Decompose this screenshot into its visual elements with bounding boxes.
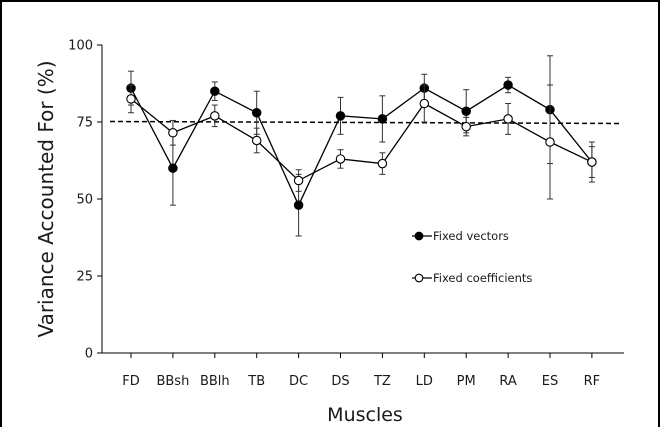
legend-item: Fixed coefficients: [412, 271, 532, 285]
data-point: [168, 163, 178, 173]
series-line: [130, 98, 593, 182]
data-point: [293, 175, 304, 186]
legend-marker: [414, 231, 424, 241]
y-tick-label: 50: [76, 193, 93, 208]
data-point: [168, 128, 178, 138]
data-point: [587, 157, 597, 167]
y-tick-label: 0: [85, 347, 93, 362]
x-tick-label: RF: [584, 374, 601, 389]
data-point: [419, 98, 430, 109]
data-point: [461, 121, 471, 132]
data-point: [126, 94, 136, 104]
x-tick-label: TZ: [373, 374, 391, 389]
series-fixed-coefficients: [126, 84, 597, 200]
legend-label: Fixed coefficients: [433, 271, 532, 285]
reference-line: [109, 120, 623, 125]
x-tick-label: BBlh: [200, 374, 230, 389]
x-tick-label: LD: [416, 374, 433, 389]
x-tick-label: ES: [542, 374, 558, 389]
x-tick-label: DC: [289, 374, 308, 389]
data-point: [461, 106, 471, 116]
data-point: [335, 154, 346, 164]
legend-item: Fixed vectors: [412, 229, 509, 243]
series-group: [126, 55, 597, 237]
data-point: [503, 80, 513, 90]
x-tick-label: PM: [457, 374, 476, 389]
x-tick-label: TB: [247, 374, 265, 389]
reference-line-group: [109, 120, 623, 125]
data-point: [545, 137, 555, 147]
data-point: [293, 200, 304, 210]
data-point: [377, 158, 388, 169]
data-point: [251, 135, 262, 146]
legend: Fixed vectors Fixed coefficients: [412, 229, 532, 285]
x-tick-label: BBsh: [156, 374, 189, 389]
y-tick-label: 25: [76, 270, 93, 285]
data-point: [251, 108, 262, 118]
data-point: [335, 111, 346, 121]
x-tick-label: RA: [499, 374, 517, 389]
series-line: [130, 84, 593, 207]
data-point: [210, 111, 220, 121]
y-axis-label: Variance Accounted For (%): [34, 60, 58, 337]
x-tick-label: FD: [122, 374, 140, 389]
x-axis-label: Muscles: [327, 404, 403, 426]
y-tick-label: 100: [68, 39, 93, 54]
y-tick-label: 75: [76, 116, 93, 131]
data-point: [377, 114, 388, 124]
legend-marker: [414, 273, 424, 283]
data-point: [503, 114, 513, 124]
legend-label: Fixed vectors: [433, 229, 509, 243]
chart-axes: 0 25 50 75 100 FD BBsh BBlh TB DC DS TZ LD PM RA ES RF: [68, 39, 624, 389]
x-tick-label: DS: [331, 374, 349, 389]
series-fixed-vectors: [126, 55, 597, 237]
data-point: [210, 86, 220, 96]
